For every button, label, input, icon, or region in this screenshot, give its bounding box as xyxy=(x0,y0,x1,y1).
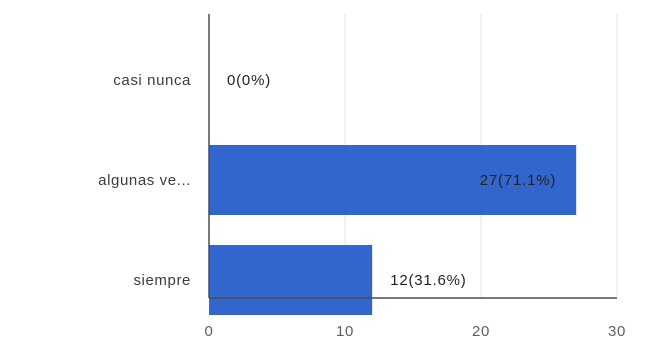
category-label-1: algunas ve... xyxy=(98,172,191,189)
data-label-0: 0(0%) xyxy=(227,72,271,89)
category-label-2: siempre xyxy=(133,272,191,289)
axes xyxy=(208,14,617,299)
bar-1 xyxy=(209,145,577,215)
x-tick-label-10: 10 xyxy=(336,323,354,340)
x-tick-label-30: 30 xyxy=(608,323,626,340)
x-tick-label-0: 0 xyxy=(205,323,214,340)
bars xyxy=(209,145,577,315)
labels: 0 10 20 30 casi nunca 0(0%) algunas ve... 27(71… xyxy=(98,72,626,340)
data-label-1: 27(71.1%) xyxy=(480,172,556,189)
data-label-2: 12(31.6%) xyxy=(390,272,466,289)
category-label-0: casi nunca xyxy=(113,72,191,89)
bar-2 xyxy=(209,245,373,315)
x-tick-label-20: 20 xyxy=(472,323,490,340)
